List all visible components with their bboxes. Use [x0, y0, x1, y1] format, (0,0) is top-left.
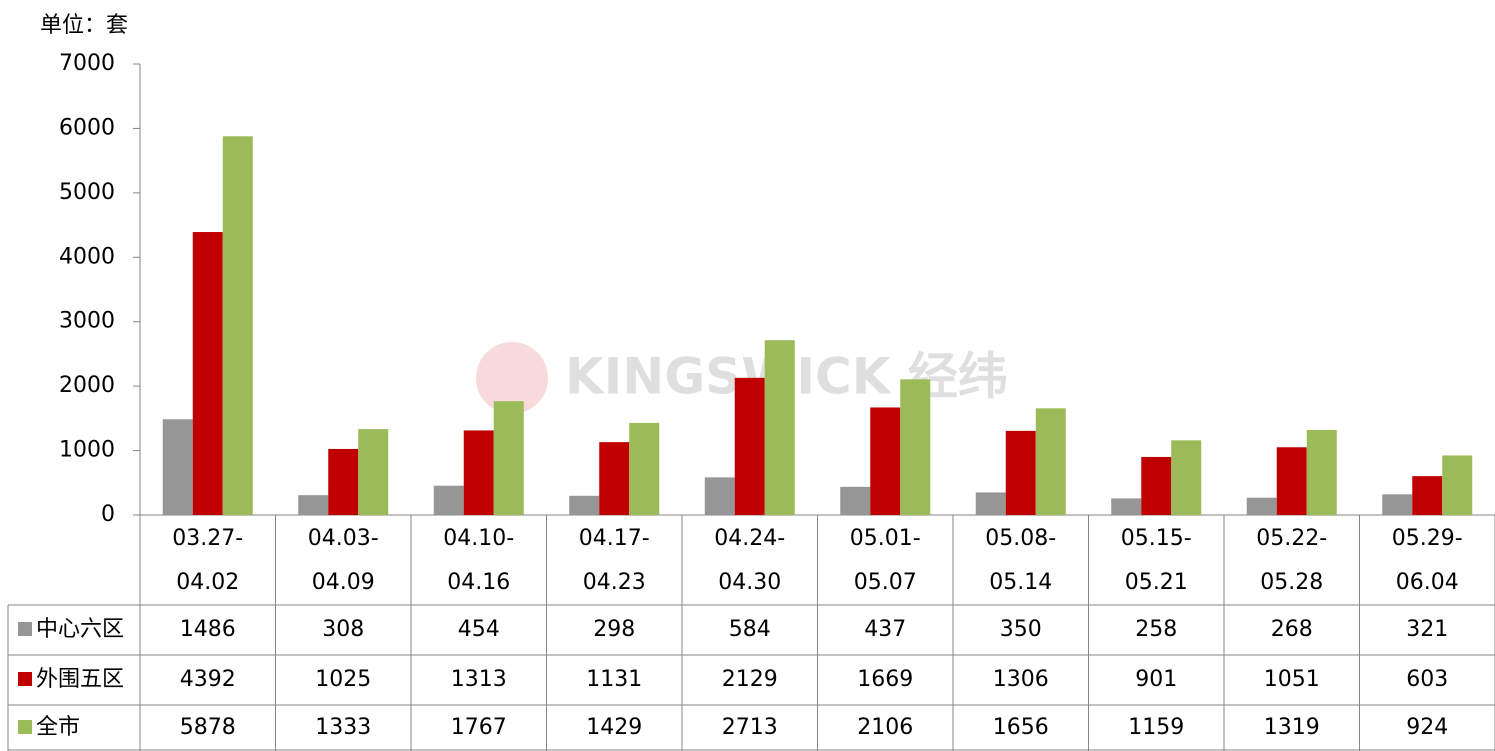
table-value: 901: [1135, 667, 1177, 692]
y-tick-label: 1000: [59, 438, 115, 463]
bar: [764, 340, 795, 515]
bar: [900, 379, 931, 515]
bar: [192, 232, 223, 515]
table-value: 584: [729, 617, 771, 642]
legend-key: [18, 720, 32, 734]
bar: [1141, 456, 1172, 515]
x-tick-label: 04.24-04.30: [714, 526, 786, 595]
table-value: 2713: [722, 715, 778, 740]
y-tick-label: 6000: [59, 115, 115, 140]
bar: [1035, 408, 1066, 515]
x-tick-label: 05.01-05.07: [849, 526, 921, 595]
legend-label: 中心六区: [36, 617, 124, 642]
bar: [1111, 498, 1142, 515]
bar: [1412, 476, 1443, 515]
table-value: 1333: [315, 715, 371, 740]
table-value: 603: [1406, 667, 1448, 692]
bar: [629, 422, 660, 515]
table-value: 5878: [180, 715, 236, 740]
legend-label: 外围五区: [36, 667, 124, 692]
y-tick-label: 0: [101, 502, 115, 527]
bar: [433, 485, 464, 515]
legend-label: 全市: [36, 715, 80, 740]
x-tick-label: 04.10-04.16: [443, 526, 515, 595]
table-value: 258: [1135, 617, 1177, 642]
legend-key: [18, 622, 32, 636]
table-value: 350: [1000, 617, 1042, 642]
bar: [734, 377, 765, 515]
watermark-logo: [476, 342, 548, 414]
table-value: 2106: [857, 715, 913, 740]
bar: [162, 419, 193, 515]
bar: [870, 407, 901, 515]
bar: [222, 136, 253, 515]
y-tick-label: 2000: [59, 373, 115, 398]
table-value: 298: [593, 617, 635, 642]
y-tick-label: 3000: [59, 309, 115, 334]
table-value: 1486: [180, 617, 236, 642]
table-value: 1313: [451, 667, 507, 692]
table-value: 268: [1271, 617, 1313, 642]
y-tick-label: 4000: [59, 244, 115, 269]
table-value: 1159: [1128, 715, 1184, 740]
table-value: 437: [864, 617, 906, 642]
table-value: 1025: [315, 667, 371, 692]
bar: [358, 429, 389, 515]
bar: [840, 486, 871, 515]
x-tick-label: 03.27-04.02: [172, 526, 244, 595]
bar: [599, 442, 630, 515]
bar: [975, 492, 1006, 515]
y-axis-label: 单位：套: [40, 13, 128, 38]
table-value: 1429: [586, 715, 642, 740]
table-value: 321: [1406, 617, 1448, 642]
bar: [1306, 430, 1337, 515]
bar: [1276, 447, 1307, 515]
table-value: 1051: [1264, 667, 1320, 692]
x-tick-label: 05.22-05.28: [1256, 526, 1328, 595]
bar: [569, 495, 600, 515]
x-tick-label: 05.29-06.04: [1391, 526, 1463, 595]
table-value: 4392: [180, 667, 236, 692]
bar: [1246, 497, 1277, 515]
bar: [1442, 455, 1473, 515]
y-tick-label: 7000: [59, 51, 115, 76]
table-value: 1131: [586, 667, 642, 692]
table-value: 2129: [722, 667, 778, 692]
y-tick-label: 5000: [59, 180, 115, 205]
table-value: 924: [1406, 715, 1448, 740]
table-value: 1319: [1264, 715, 1320, 740]
table-value: 1669: [857, 667, 913, 692]
table-value: 308: [322, 617, 364, 642]
x-tick-label: 05.15-05.21: [1120, 526, 1192, 595]
bar: [493, 401, 524, 515]
table-value: 1767: [451, 715, 507, 740]
legend-key: [18, 672, 32, 686]
table-value: 454: [458, 617, 500, 642]
bar: [1005, 430, 1036, 515]
bar: [1382, 494, 1413, 515]
x-tick-label: 04.17-04.23: [578, 526, 650, 595]
x-tick-label: 04.03-04.09: [307, 526, 379, 595]
bar: [328, 448, 359, 515]
x-tick-label: 05.08-05.14: [985, 526, 1057, 595]
bar: [463, 430, 494, 515]
bar: [298, 495, 329, 515]
table-value: 1306: [993, 667, 1049, 692]
bar: [704, 477, 735, 515]
table-value: 1656: [993, 715, 1049, 740]
bar: [1171, 440, 1202, 515]
